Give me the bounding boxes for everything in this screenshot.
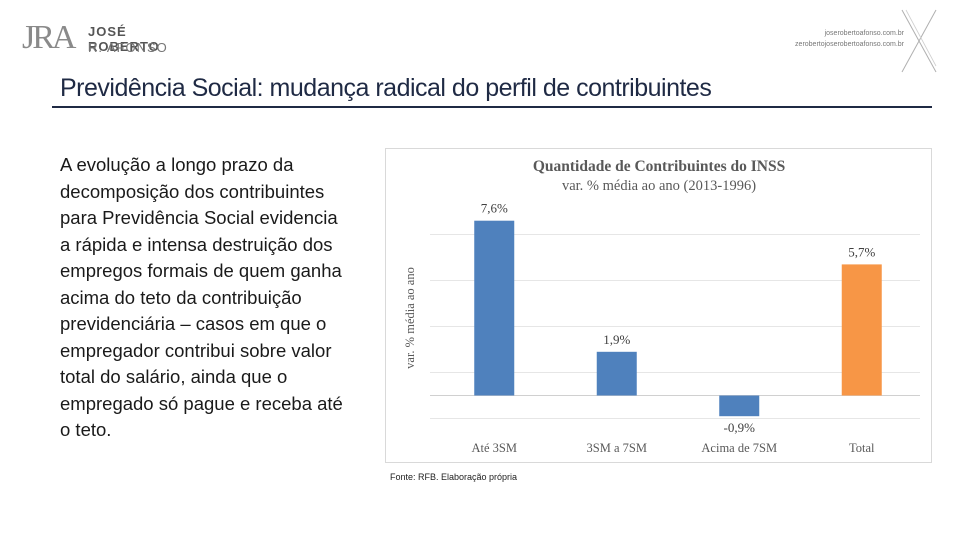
contributors-bar-chart: Quantidade de Contribuintes do INSS var.… [403, 158, 920, 455]
x-tick-label-3: Total [849, 441, 875, 455]
bar-2 [719, 395, 760, 417]
logo-name-line1: JOSÉ ROBERTO [88, 24, 160, 54]
data-label-3: 5,7% [848, 244, 875, 259]
x-tick-label-1: 3SM a 7SM [587, 441, 647, 455]
x-tick-label-0: Até 3SM [472, 441, 518, 455]
y-axis-label: var. % média ao ano [403, 267, 417, 369]
slide-title: Previdência Social: mudança radical do p… [60, 74, 712, 102]
chart-source: Fonte: RFB. Elaboração própria [390, 472, 518, 482]
data-label-1: 1,9% [603, 332, 630, 347]
bar-1 [596, 351, 637, 396]
chart-subtitle: var. % média ao ano (2013-1996) [562, 178, 756, 194]
contact-info: joserobertoafonso.com.br zerobertojosero… [795, 28, 904, 50]
logo-mark: JRA [22, 19, 76, 56]
bar-3 [841, 264, 882, 396]
bar-0 [474, 220, 515, 396]
x-tick-label-2: Acima de 7SM [701, 441, 777, 455]
logo-name-line2: R. AFONSO [88, 40, 168, 55]
body-paragraph: A evolução a longo prazo da decomposição… [60, 154, 343, 440]
contact-email: zerobertojoserobertoafonso.com.br [795, 41, 904, 48]
chart-title: Quantidade de Contribuintes do INSS [533, 158, 785, 175]
title-divider [52, 106, 932, 108]
data-label-0: 7,6% [481, 201, 508, 216]
logo: JRA JOSÉ ROBERTO R. AFONSO [22, 20, 202, 60]
x-logo-icon [901, 9, 937, 73]
data-label-2: -0,9% [724, 420, 756, 435]
contact-website: joserobertoafonso.com.br [824, 30, 904, 37]
chart-frame [385, 148, 932, 463]
